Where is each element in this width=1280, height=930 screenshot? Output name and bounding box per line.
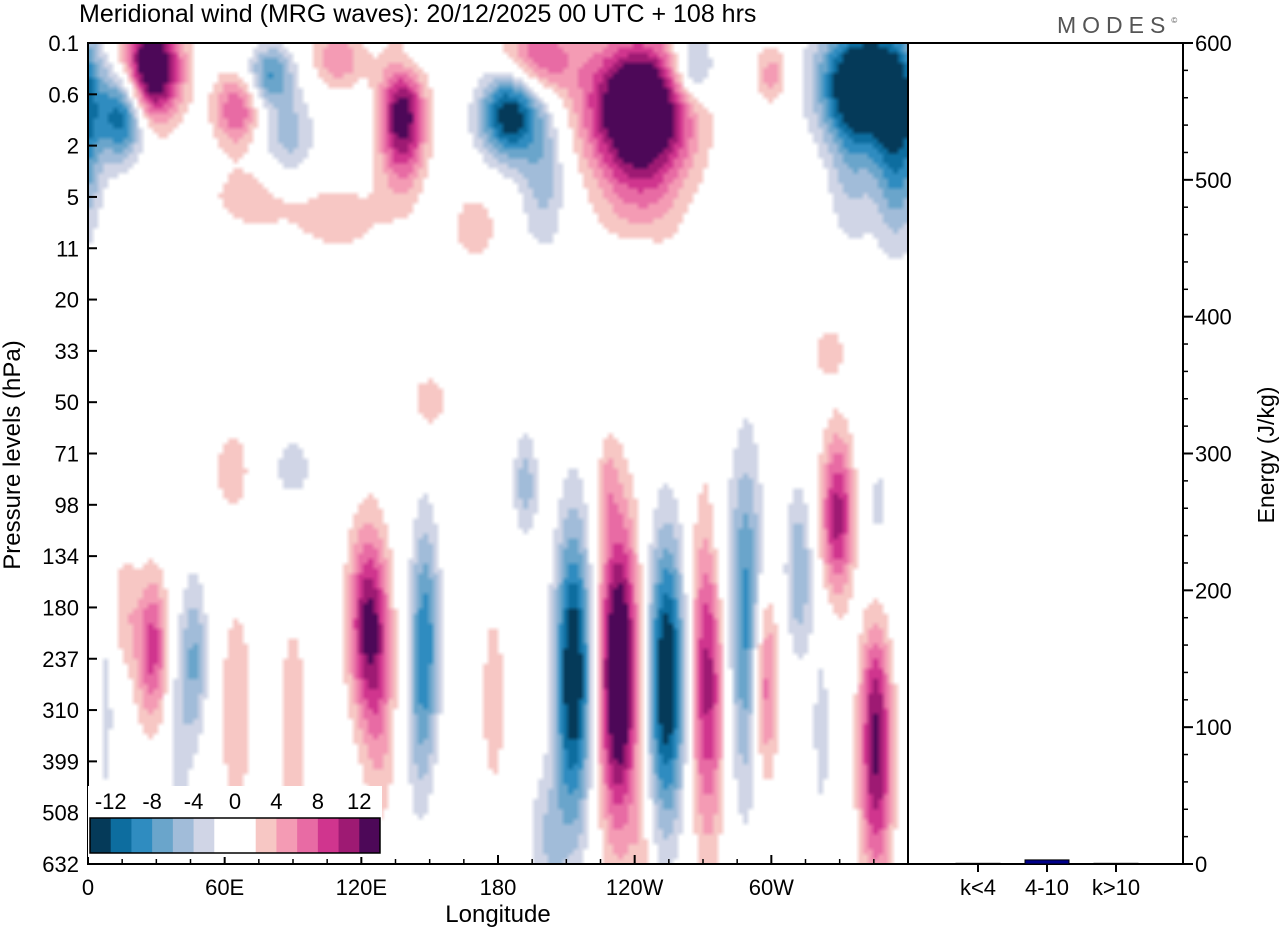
- energy-axis-label: Energy (J/kg): [1253, 387, 1279, 524]
- colorbar-swatch: [90, 818, 112, 853]
- y-tick-label: 11: [56, 236, 79, 261]
- y-tick-label: 2: [67, 134, 79, 159]
- energy-tick-label: 300: [1195, 442, 1232, 467]
- chart-title: Meridional wind (MRG waves): 20/12/2025 …: [79, 0, 756, 28]
- y-tick-label: 20: [55, 288, 79, 313]
- y-tick-label: 0.6: [48, 82, 79, 107]
- colorbar-tick-label: 12: [347, 789, 371, 814]
- energy-category-label: k>10: [1092, 875, 1140, 900]
- x-tick-label: 180: [480, 875, 517, 900]
- energy-category-label: k<4: [960, 875, 996, 900]
- energy-tick-label: 0: [1195, 852, 1207, 877]
- colorbar-swatch: [338, 818, 360, 853]
- heatmap-field: [88, 43, 908, 864]
- colorbar-swatch: [317, 818, 340, 853]
- colorbar-tick-label: -12: [95, 789, 127, 814]
- y-tick-label: 508: [42, 801, 79, 826]
- y-tick-label: 134: [42, 544, 79, 569]
- energy-panel-frame: [907, 42, 1184, 865]
- energy-category-label: 4-10: [1025, 875, 1069, 900]
- colorbar-swatch: [297, 818, 319, 853]
- colorbar-swatch: [172, 818, 195, 853]
- energy-axis: 0 100 200 300 400 500 600: [1183, 31, 1232, 877]
- colorbar-frame: [89, 817, 381, 854]
- energy-tick-label: 500: [1195, 168, 1232, 193]
- x-tick-label: 60W: [749, 875, 794, 900]
- energy-tick-label: 200: [1195, 578, 1232, 603]
- y-tick-label: 0.1: [48, 31, 79, 56]
- energy-bars: k<4 4-10 k>10: [955, 859, 1140, 900]
- energy-tick-label: 400: [1195, 305, 1232, 330]
- y-tick-label: 180: [42, 595, 79, 620]
- x-axis-label: Longitude: [445, 901, 550, 928]
- x-tick-label: 120E: [336, 875, 387, 900]
- heatmap-raster: [88, 43, 908, 864]
- energy-tick-label: 100: [1195, 715, 1232, 740]
- y-tick-label: 399: [42, 749, 79, 774]
- modes-logo: MODES©: [1057, 12, 1177, 38]
- y-axis-label: Pressure levels (hPa): [0, 340, 26, 569]
- colorbar-tick-label: 8: [312, 789, 324, 814]
- colorbar-swatch: [359, 818, 381, 853]
- colorbar-swatch: [255, 818, 277, 853]
- colorbar-tick-label: 4: [270, 789, 282, 814]
- y-tick-label: 5: [67, 185, 79, 210]
- energy-tick-label: 600: [1195, 31, 1232, 56]
- y-tick-label: 33: [55, 339, 79, 364]
- energy-bar: [1024, 859, 1070, 865]
- colorbar-swatch: [214, 818, 236, 853]
- modes-logo-text: MODES: [1057, 12, 1171, 38]
- y-tick-label: 50: [55, 390, 79, 415]
- y-tick-label: 237: [42, 647, 79, 672]
- x-tick-label: 120W: [606, 875, 664, 900]
- colorbar-legend: -12 -8 -4 0 4 8 12: [88, 786, 382, 857]
- colorbar-swatch: [276, 818, 298, 853]
- colorbar-swatch: [131, 818, 153, 853]
- colorbar-swatch: [152, 818, 174, 853]
- x-tick-label: 0: [82, 875, 94, 900]
- y-tick-label: 632: [42, 852, 79, 877]
- y-tick-label: 71: [55, 442, 79, 467]
- colorbar-tick-label: -8: [142, 789, 162, 814]
- modes-logo-mark: ©: [1171, 16, 1177, 25]
- y-tick-label: 98: [55, 493, 79, 518]
- colorbar-swatch: [193, 818, 215, 853]
- x-axis: 0 60E 120E 180 120W 60W: [82, 855, 875, 900]
- colorbar-tick-label: 0: [229, 789, 241, 814]
- colorbar-swatch: [235, 818, 257, 853]
- y-tick-label: 310: [42, 698, 79, 723]
- x-tick-label: 60E: [205, 875, 244, 900]
- colorbar-swatch: [110, 818, 132, 853]
- colorbar-tick-label: -4: [184, 789, 204, 814]
- y-axis: 0.1 0.6 2 5 11 20 33 50 71 98 134 180 237 310 399 508 63…: [42, 31, 97, 877]
